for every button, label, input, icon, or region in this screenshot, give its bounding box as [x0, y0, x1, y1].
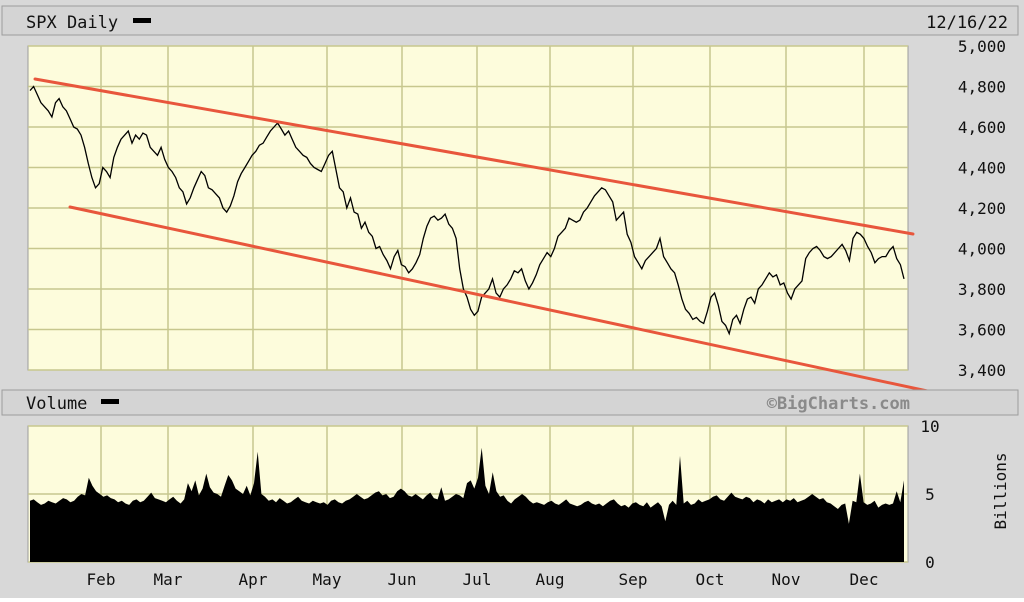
x-axis-ticks: Feb Mar Apr May Jun Jul Aug Sep Oct Nov Dec — [87, 570, 879, 589]
header-date: 12/16/22 — [926, 13, 1008, 33]
price-grid — [28, 45, 908, 371]
x-tick-label: Nov — [772, 570, 801, 589]
volume-header-bar — [1, 389, 1019, 416]
x-tick-label: Feb — [87, 570, 116, 589]
x-tick-label: Sep — [619, 570, 648, 589]
lower-trendline — [68, 205, 948, 397]
price-y-tick-label: 4,600 — [958, 118, 1006, 137]
price-title: SPX Daily — [26, 13, 118, 33]
price-header-bar — [1, 5, 1019, 36]
x-tick-label: Aug — [536, 570, 565, 589]
copyright-credit: ©BigCharts.com — [767, 394, 910, 414]
price-y-tick-label: 4,000 — [958, 240, 1006, 259]
x-tick-label: Jun — [388, 570, 417, 589]
x-tick-label: Dec — [850, 570, 879, 589]
volume-y-axis-label: Billions — [991, 452, 1010, 529]
x-tick-label: Jul — [463, 570, 492, 589]
price-series — [29, 85, 905, 336]
x-tick-label: May — [313, 570, 342, 589]
volume-y-tick-label: 0 — [925, 553, 935, 572]
price-y-ticks: 5,000 4,800 4,600 4,400 4,200 4,000 3,800 3,600… — [958, 37, 1006, 380]
price-y-tick-label: 4,400 — [958, 159, 1006, 178]
volume-title: Volume — [26, 394, 87, 414]
price-y-tick-label: 3,600 — [958, 321, 1006, 340]
volume-y-tick-label: 10 — [920, 417, 939, 436]
volume-y-ticks: 10 5 0 — [920, 417, 939, 572]
volume-y-tick-label: 5 — [925, 485, 935, 504]
price-y-tick-label: 3,800 — [958, 280, 1006, 299]
price-y-tick-label: 3,400 — [958, 361, 1006, 380]
volume-legend-swatch — [101, 399, 119, 404]
x-tick-label: Apr — [239, 570, 268, 589]
volume-series — [30, 447, 904, 562]
price-y-tick-label: 4,800 — [958, 78, 1006, 97]
price-y-tick-label: 5,000 — [958, 37, 1006, 56]
x-tick-label: Mar — [154, 570, 183, 589]
price-y-tick-label: 4,200 — [958, 199, 1006, 218]
x-tick-label: Oct — [696, 570, 725, 589]
upper-trendline — [33, 77, 915, 236]
price-legend-swatch — [133, 18, 151, 23]
